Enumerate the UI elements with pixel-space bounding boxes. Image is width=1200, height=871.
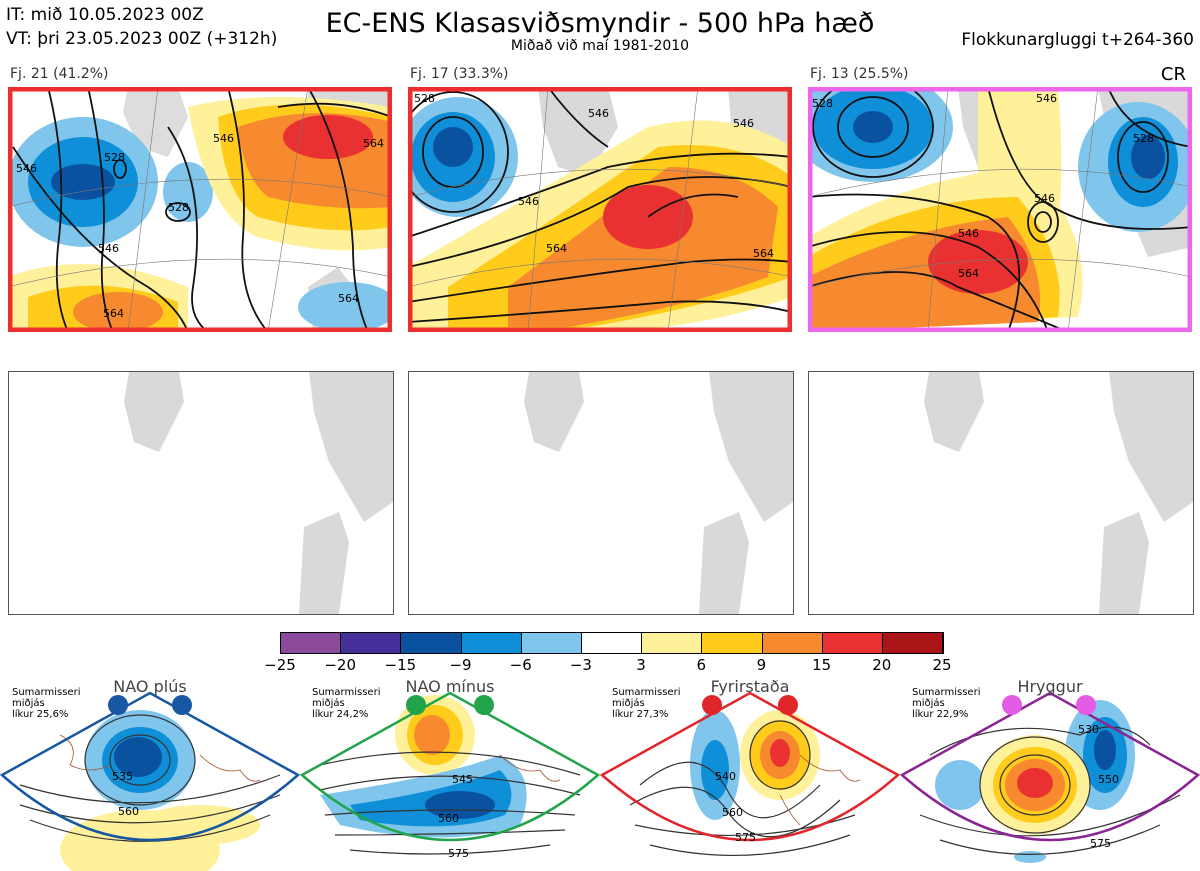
regime-contour-label: 530 xyxy=(1078,723,1099,736)
cr-label: CR xyxy=(1160,64,1186,85)
colorbar-tick-label: −9 xyxy=(449,656,472,674)
regime-info: Sumarmisseri miðjás líkur 22,9% xyxy=(912,687,981,720)
regime-info: Sumarmisseri miðjás líkur 27,3% xyxy=(612,687,681,720)
empty-map-2 xyxy=(408,371,794,615)
regime-contour-label: 575 xyxy=(735,831,756,844)
regime-contour-label: 540 xyxy=(715,770,736,783)
contour-label: 546 xyxy=(213,132,234,145)
regime-contour-label: 545 xyxy=(452,773,473,786)
valid-time: VT: þri 23.05.2023 00Z (+312h) xyxy=(6,29,278,49)
regime-contour-label: 560 xyxy=(722,806,743,819)
regime-contour-label: 575 xyxy=(448,847,469,860)
empty-map-1 xyxy=(8,371,394,615)
colorbar-segment xyxy=(882,633,944,653)
regime-contour-label: 550 xyxy=(1098,773,1119,786)
contour-label: 528 xyxy=(1133,132,1154,145)
empty-map-3 xyxy=(808,371,1194,615)
colorbar-tick-label: 20 xyxy=(872,656,892,674)
contour-label: 546 xyxy=(1036,92,1057,105)
classification-window: Flokkunargluggi t+264-360 xyxy=(961,30,1194,50)
colorbar-tick-label: 25 xyxy=(932,656,952,674)
contour-label: 564 xyxy=(753,247,774,260)
regime-nao-minus: 545 560 575 NAO mínus Sumarmisseri miðjá… xyxy=(300,675,600,871)
colorbar-tick-label: 3 xyxy=(636,656,646,674)
cluster-1-map: 528 546 546 564 528 546 564 564 xyxy=(8,87,392,332)
colorbar-segment xyxy=(521,633,582,653)
regime-blocking: 540 560 575 Fyrirstaða Sumarmisseri miðj… xyxy=(600,675,900,871)
colorbar-tick-label: 9 xyxy=(756,656,767,674)
colorbar-segment xyxy=(581,633,643,653)
contour-label: 564 xyxy=(103,307,124,320)
regime-contour-label: 575 xyxy=(1090,837,1111,850)
page-title: EC-ENS Klasasviðsmyndir - 500 hPa hæð xyxy=(325,8,875,39)
page-subtitle: Miðað við maí 1981-2010 xyxy=(510,38,690,54)
contour-label: 564 xyxy=(958,267,979,280)
contour-label: 528 xyxy=(414,92,435,105)
colorbar-tick-label: 6 xyxy=(696,656,707,674)
regime-name: NAO mínus xyxy=(405,677,495,696)
regime-nao-plus: 535 560 NAO plús Sumarmisseri miðjás lík… xyxy=(0,675,300,871)
colorbar-segment xyxy=(702,633,763,653)
cluster-2-map: 528 546 546 546 564 564 xyxy=(408,87,792,332)
regime-name: Hryggur xyxy=(1017,677,1083,696)
colorbar-tick-label: −25 xyxy=(264,656,296,674)
contour-label: 546 xyxy=(1034,192,1055,205)
colorbar-segment xyxy=(762,633,823,653)
regime-contour-label: 560 xyxy=(118,805,139,818)
contour-label: 546 xyxy=(98,242,119,255)
contour-label: 546 xyxy=(16,162,37,175)
contour-label: 546 xyxy=(588,107,609,120)
contour-label: 546 xyxy=(733,117,754,130)
regime-info: Sumarmisseri miðjás líkur 24,2% xyxy=(312,687,381,720)
cluster-2-label: Fj. 17 (33.3%) xyxy=(410,66,509,82)
contour-label: 528 xyxy=(812,97,833,110)
contour-label: 564 xyxy=(338,292,359,305)
cluster-1-label: Fj. 21 (41.2%) xyxy=(10,66,109,82)
colorbar xyxy=(280,632,944,654)
contour-label: 546 xyxy=(518,195,539,208)
colorbar-tick-label: −20 xyxy=(324,656,356,674)
colorbar-tick-label: −3 xyxy=(569,656,592,674)
colorbar-segment xyxy=(461,633,522,653)
colorbar-segment xyxy=(341,633,402,653)
colorbar-segment xyxy=(642,633,703,653)
cluster-3-label: Fj. 13 (25.5%) xyxy=(810,66,909,82)
colorbar-segment xyxy=(822,633,883,653)
contour-label: 564 xyxy=(363,137,384,150)
regime-name: NAO plús xyxy=(113,677,187,696)
contour-label: 528 xyxy=(168,201,189,214)
cluster-3-map: 528 546 546 528 546 564 xyxy=(808,87,1192,332)
contour-label: 546 xyxy=(958,227,979,240)
contour-label: 564 xyxy=(546,242,567,255)
colorbar-tick-label: −15 xyxy=(384,656,417,674)
colorbar-tick-label: 15 xyxy=(812,656,832,674)
regime-info: Sumarmisseri miðjás líkur 25,6% xyxy=(12,687,81,720)
colorbar-segment xyxy=(281,633,342,653)
colorbar-tick-label: −6 xyxy=(509,656,532,674)
issue-time: IT: mið 10.05.2023 00Z xyxy=(6,5,204,25)
contour-label: 528 xyxy=(104,151,125,164)
regime-contour-label: 535 xyxy=(112,770,133,783)
regime-name: Fyrirstaða xyxy=(710,677,790,696)
regime-ridge: 530 550 575 Hryggur Sumarmisseri miðjás … xyxy=(900,675,1200,871)
colorbar-segment xyxy=(401,633,462,653)
regime-contour-label: 560 xyxy=(438,812,459,825)
